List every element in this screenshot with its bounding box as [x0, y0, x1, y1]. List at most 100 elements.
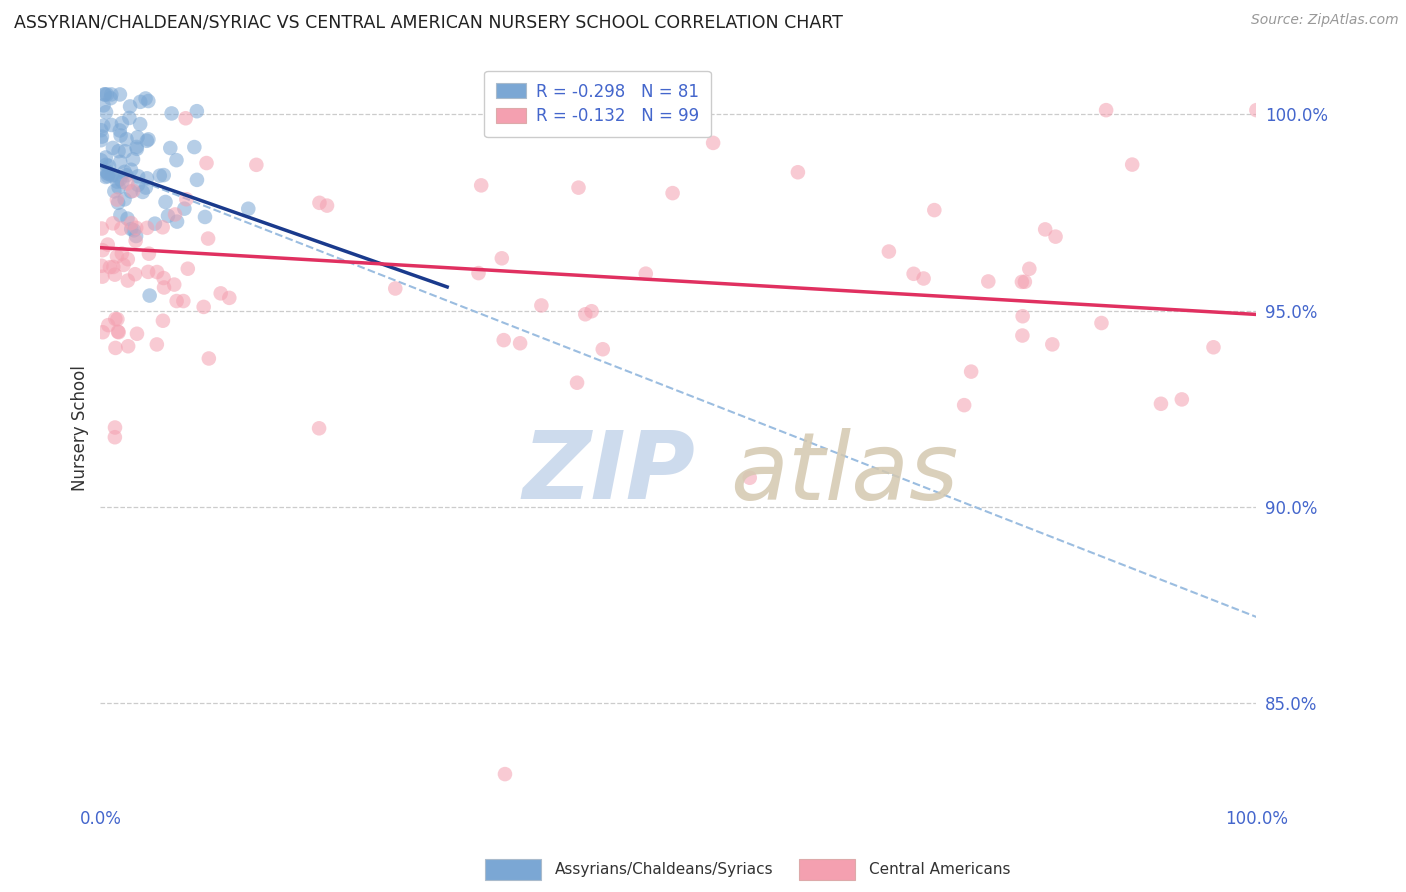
Point — [138, 132, 160, 146]
Point — [108, 87, 131, 102]
Point — [1090, 316, 1112, 330]
Point — [166, 293, 188, 308]
Point — [105, 249, 128, 263]
Point — [90, 129, 112, 144]
Point — [634, 267, 657, 281]
Point — [155, 194, 177, 209]
Point — [105, 312, 128, 326]
Point — [107, 144, 129, 158]
Point — [127, 169, 149, 184]
Point — [101, 216, 124, 230]
Point — [125, 140, 148, 154]
Point — [1150, 397, 1173, 411]
Point — [98, 260, 121, 274]
Point — [1018, 261, 1040, 276]
Point — [136, 94, 159, 108]
Point — [1014, 275, 1036, 289]
Point — [160, 106, 183, 120]
Point — [100, 118, 122, 132]
Point — [91, 269, 114, 284]
Y-axis label: Nursery School: Nursery School — [72, 366, 89, 491]
Point — [110, 208, 132, 222]
Point — [786, 165, 808, 179]
Point — [97, 237, 120, 252]
Point — [129, 95, 152, 109]
Point — [129, 117, 152, 131]
Point — [166, 153, 188, 168]
Point — [125, 326, 148, 341]
Point — [108, 123, 131, 137]
Point — [1095, 103, 1118, 117]
Point — [661, 186, 683, 201]
Point — [104, 430, 127, 444]
Point — [1045, 229, 1067, 244]
Point — [110, 128, 132, 143]
Point — [108, 154, 131, 169]
Point — [567, 180, 589, 194]
Point — [96, 164, 118, 178]
Point — [530, 298, 553, 312]
Point — [120, 162, 142, 177]
Point — [1040, 337, 1063, 351]
Point — [159, 141, 181, 155]
Point — [103, 184, 125, 198]
Point — [903, 267, 925, 281]
Point — [1011, 310, 1033, 324]
Point — [115, 132, 138, 146]
Point — [166, 214, 188, 228]
Point — [138, 288, 160, 302]
Point — [218, 291, 240, 305]
Point — [143, 217, 166, 231]
Point — [581, 304, 603, 318]
Point — [117, 252, 139, 267]
Point — [104, 420, 127, 434]
Point — [156, 209, 179, 223]
Point — [125, 142, 148, 156]
Point — [1121, 158, 1143, 172]
Text: atlas: atlas — [730, 427, 959, 518]
Point — [193, 300, 215, 314]
Point — [120, 222, 142, 236]
Point — [107, 180, 129, 194]
Point — [1246, 103, 1268, 117]
Point — [135, 91, 157, 105]
Point — [112, 258, 135, 272]
Point — [163, 207, 186, 221]
Point — [172, 294, 194, 309]
Point — [953, 398, 976, 412]
Point — [186, 173, 208, 187]
Point — [91, 119, 114, 133]
Point — [101, 141, 124, 155]
Point — [977, 275, 1000, 289]
Point — [195, 156, 218, 170]
Point — [565, 376, 588, 390]
Point — [94, 105, 117, 120]
Point — [491, 252, 513, 266]
Point — [114, 165, 136, 179]
Point — [104, 268, 127, 282]
Point — [1011, 275, 1033, 289]
Point — [574, 307, 596, 321]
Point — [105, 175, 128, 189]
Point — [103, 168, 125, 182]
Point — [592, 343, 614, 357]
Point — [111, 246, 134, 260]
Point — [93, 98, 115, 112]
Point — [90, 221, 112, 235]
Point — [120, 99, 142, 113]
Point — [135, 134, 157, 148]
Point — [1202, 340, 1225, 354]
Point — [111, 116, 134, 130]
Point — [117, 211, 139, 226]
Point — [108, 172, 131, 186]
Point — [152, 314, 174, 328]
Point — [100, 91, 122, 105]
Point — [115, 168, 138, 182]
Point — [153, 280, 176, 294]
Point — [308, 195, 330, 210]
Point — [90, 259, 112, 273]
Point — [120, 216, 142, 230]
Point — [107, 325, 129, 339]
Point — [124, 234, 146, 248]
Point — [1171, 392, 1194, 407]
